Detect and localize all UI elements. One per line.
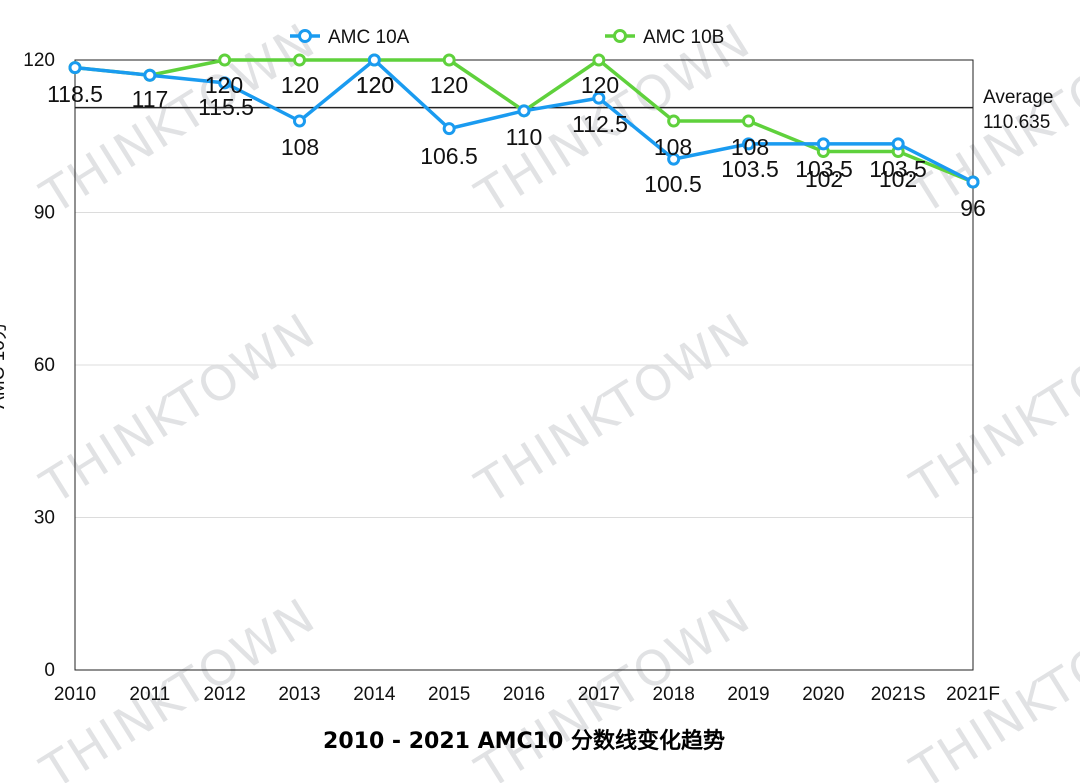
data-label: 102: [879, 166, 917, 192]
x-tick-label: 2017: [578, 684, 620, 705]
average-value: 110.635: [983, 112, 1050, 133]
legend-item-amc-10a: AMC 10A: [290, 27, 410, 48]
data-label: 108: [654, 134, 692, 160]
data-point: [891, 137, 905, 151]
x-tick-label: 2015: [428, 684, 470, 705]
x-tick-label: 2012: [204, 684, 246, 705]
x-tick-label: 2011: [129, 684, 170, 705]
data-label: 120: [356, 72, 394, 98]
data-point: [966, 175, 980, 189]
y-tick-label: 120: [23, 50, 55, 71]
x-tick-label: 2014: [353, 684, 396, 705]
x-tick-label: 2018: [653, 684, 695, 705]
data-label: 103.5: [795, 156, 853, 182]
data-point: [218, 76, 232, 90]
x-tick-label: 2021F: [946, 684, 1000, 705]
data-label: 120: [281, 72, 319, 98]
x-tick-label: 2010: [54, 684, 96, 705]
data-label: 108: [731, 134, 769, 160]
plot-frame: [74, 59, 974, 671]
data-label: 96: [960, 195, 986, 221]
data-label: 115.5: [198, 94, 254, 120]
data-point: [442, 53, 456, 67]
data-point: [218, 53, 232, 67]
x-tick-label: 2021S: [871, 684, 926, 705]
data-point: [816, 137, 830, 151]
data-point: [742, 137, 755, 151]
data-point: [293, 114, 306, 128]
y-tick-label: 30: [34, 508, 55, 529]
data-label: 120: [356, 72, 394, 98]
data-label: 112.5: [572, 111, 628, 137]
data-label: 120: [430, 72, 468, 98]
data-point: [68, 61, 82, 75]
watermark-text: THINKTOWN: [466, 303, 761, 516]
x-tick-label: 2016: [503, 684, 545, 705]
legend-swatch-marker: [298, 29, 312, 43]
y-tick-label: 90: [34, 203, 55, 224]
data-point: [367, 53, 381, 67]
data-label: 103.5: [869, 156, 927, 182]
legend-swatch-marker: [613, 29, 627, 43]
data-label: 106.5: [420, 143, 478, 169]
data-point: [592, 91, 606, 105]
legend-item-amc-10b: AMC 10B: [605, 27, 724, 48]
data-label: 120: [205, 72, 243, 98]
x-tick-label: 2019: [727, 684, 769, 705]
data-label: 108: [281, 134, 319, 160]
data-point: [442, 122, 456, 136]
legend: AMC 10A AMC 10B: [290, 27, 724, 48]
data-label: 110: [506, 124, 543, 150]
data-point: [293, 53, 306, 67]
x-tick-label: 2020: [802, 684, 844, 705]
average-label: Average: [983, 87, 1053, 108]
y-axis-ticks: 0 30 60 90 120: [23, 50, 55, 681]
data-label: 102: [805, 166, 843, 192]
data-label: 118.5: [47, 81, 103, 107]
legend-label: AMC 10A: [328, 27, 410, 48]
data-point: [742, 114, 755, 128]
data-point: [143, 68, 157, 82]
y-tick-label: 60: [34, 355, 55, 376]
data-label: 117: [132, 86, 169, 112]
x-tick-label: 2013: [278, 684, 320, 705]
series-layer: [68, 53, 980, 189]
data-point: [517, 104, 531, 118]
data-label: 103.5: [721, 156, 779, 182]
chart-title: 2010 - 2021 AMC10 分数线变化趋势: [323, 728, 725, 754]
data-point: [667, 114, 681, 128]
series-amc-10a: [68, 53, 980, 189]
x-axis-ticks: 2010 2011 2012 2013 2014 2015 2016 2017 2018 2019…: [54, 684, 1000, 705]
data-label: 100.5: [644, 171, 702, 197]
data-label: 120: [581, 72, 619, 98]
y-tick-label: 0: [44, 660, 55, 681]
data-point: [667, 152, 681, 166]
watermark-text: THINKTOWN: [901, 303, 1080, 516]
legend-label: AMC 10B: [643, 27, 724, 48]
y-axis-label: AMC 10分: [0, 321, 9, 409]
data-point: [592, 53, 606, 67]
